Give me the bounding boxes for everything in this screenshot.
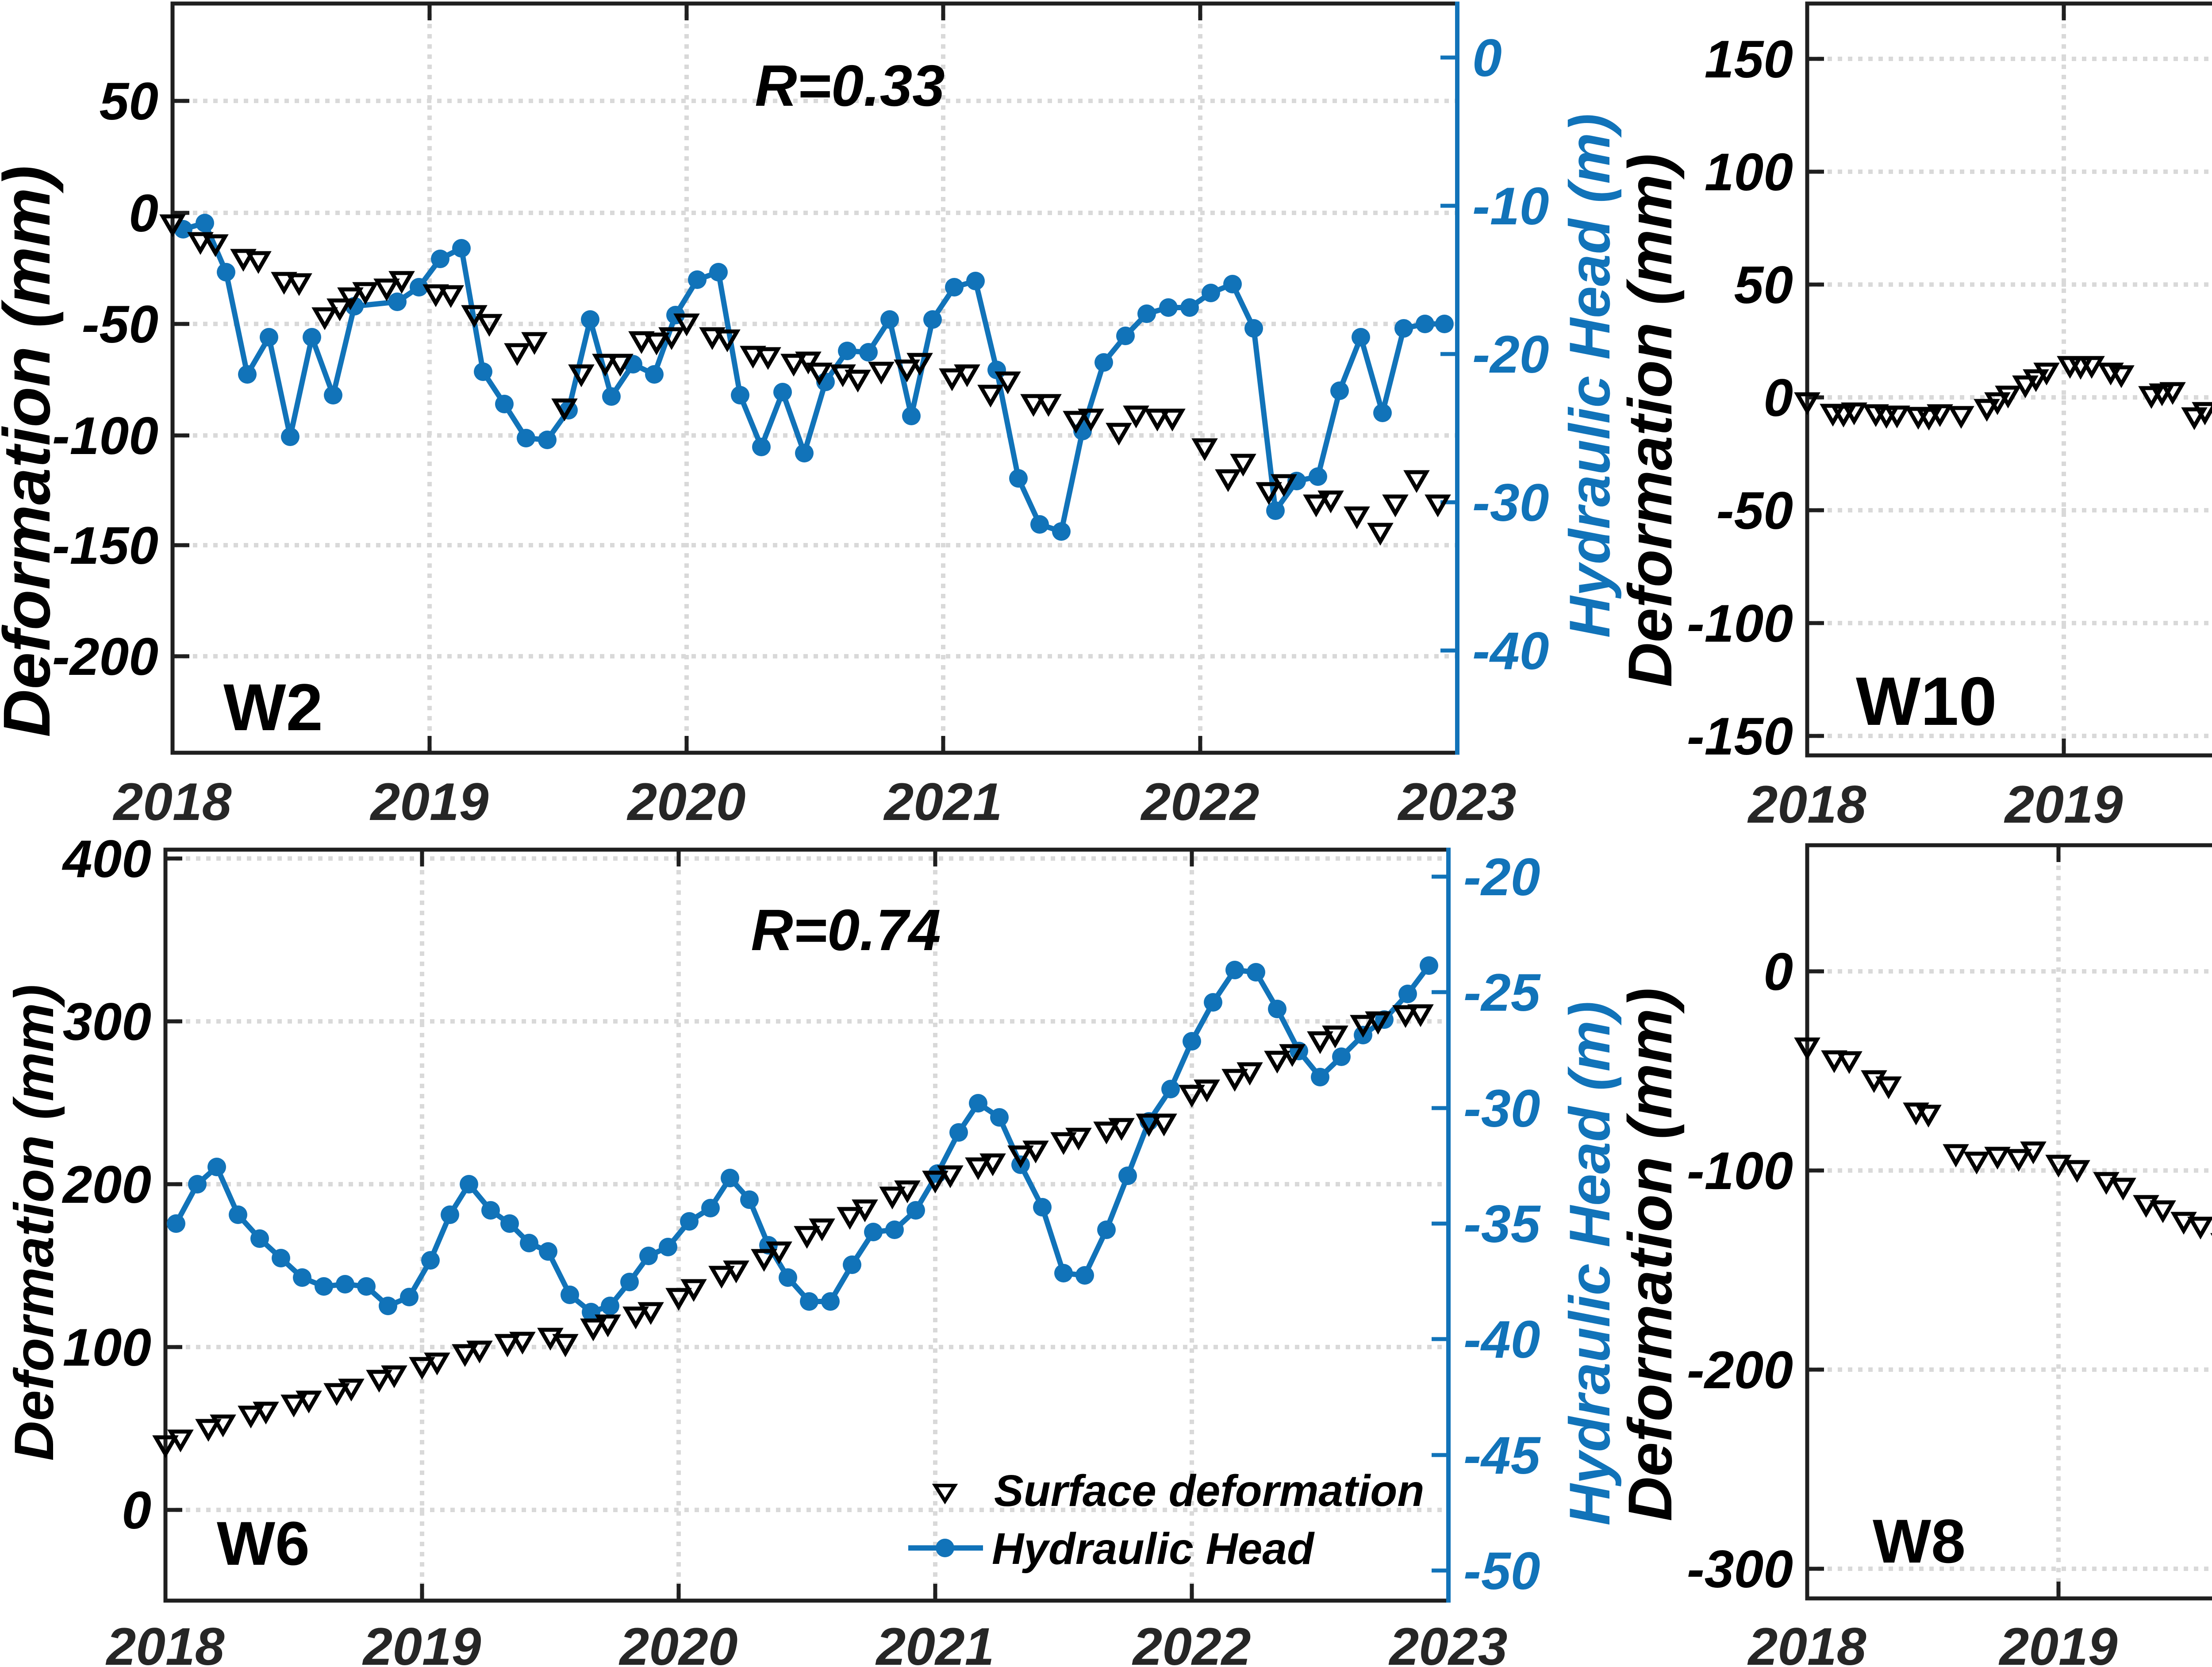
svg-text:R=0.74: R=0.74 — [751, 897, 941, 962]
svg-text:-25: -25 — [1463, 963, 1541, 1022]
svg-text:R=0.33: R=0.33 — [755, 53, 945, 118]
svg-text:-150: -150 — [52, 516, 158, 575]
svg-text:Deformation (mm): Deformation (mm) — [1615, 988, 1685, 1521]
svg-text:2019: 2019 — [362, 1617, 481, 1667]
svg-text:Hydraulic Head (m): Hydraulic Head (m) — [1557, 1001, 1622, 1526]
svg-text:200: 200 — [62, 1155, 151, 1214]
svg-text:2018: 2018 — [106, 1617, 225, 1667]
svg-text:-35: -35 — [1463, 1194, 1541, 1254]
svg-text:-50: -50 — [82, 295, 158, 354]
svg-text:-100: -100 — [52, 406, 158, 466]
svg-text:2022: 2022 — [1141, 772, 1260, 832]
svg-text:400: 400 — [62, 829, 151, 889]
svg-text:-30: -30 — [1463, 1079, 1540, 1138]
svg-text:Hydraulic Head (m): Hydraulic Head (m) — [1557, 114, 1622, 638]
svg-text:150: 150 — [1705, 30, 1793, 89]
svg-text:-50: -50 — [1463, 1541, 1540, 1601]
svg-text:2023: 2023 — [1398, 772, 1517, 832]
svg-text:W8: W8 — [1873, 1506, 1966, 1576]
svg-text:-100: -100 — [1687, 1141, 1793, 1201]
svg-text:Hydraulic Head: Hydraulic Head — [992, 1524, 1315, 1574]
svg-text:2018: 2018 — [113, 772, 232, 832]
svg-text:-50: -50 — [1717, 481, 1793, 540]
svg-text:-30: -30 — [1472, 473, 1549, 532]
svg-text:-20: -20 — [1472, 325, 1549, 384]
svg-text:-200: -200 — [1687, 1340, 1793, 1400]
svg-text:0: 0 — [129, 184, 158, 243]
svg-text:0: 0 — [122, 1481, 151, 1540]
svg-text:W6: W6 — [217, 1509, 310, 1578]
svg-text:-150: -150 — [1687, 707, 1793, 766]
svg-text:2019: 2019 — [2004, 775, 2123, 834]
svg-text:2023: 2023 — [1389, 1617, 1508, 1667]
svg-text:-40: -40 — [1463, 1310, 1540, 1369]
svg-text:-300: -300 — [1687, 1540, 1793, 1599]
svg-text:100: 100 — [63, 1318, 151, 1377]
svg-text:W10: W10 — [1856, 663, 1997, 739]
svg-text:-100: -100 — [1687, 594, 1793, 653]
svg-text:-40: -40 — [1472, 621, 1549, 681]
svg-text:2022: 2022 — [1132, 1617, 1251, 1667]
svg-text:-200: -200 — [52, 627, 158, 686]
svg-text:-20: -20 — [1463, 847, 1540, 907]
svg-text:Deformation (mm): Deformation (mm) — [0, 166, 64, 737]
svg-text:Surface deformation: Surface deformation — [994, 1466, 1424, 1516]
svg-text:2021: 2021 — [876, 1617, 995, 1667]
svg-text:2020: 2020 — [619, 1617, 738, 1667]
svg-text:2019: 2019 — [1999, 1617, 2118, 1667]
svg-text:50: 50 — [1734, 255, 1793, 315]
svg-text:2018: 2018 — [1747, 1617, 1866, 1667]
svg-text:0: 0 — [1763, 368, 1793, 427]
svg-text:0: 0 — [1472, 28, 1502, 88]
svg-text:300: 300 — [63, 992, 151, 1051]
svg-text:-10: -10 — [1472, 177, 1549, 236]
svg-text:2021: 2021 — [883, 772, 1002, 832]
svg-text:50: 50 — [100, 72, 158, 131]
svg-text:2019: 2019 — [370, 772, 489, 832]
svg-text:Deformation (mm): Deformation (mm) — [1615, 154, 1685, 687]
svg-text:2020: 2020 — [627, 772, 746, 832]
svg-text:100: 100 — [1705, 142, 1793, 202]
svg-text:W2: W2 — [223, 670, 323, 744]
svg-text:2018: 2018 — [1747, 775, 1866, 834]
svg-text:Deformation (mm): Deformation (mm) — [4, 985, 65, 1461]
svg-text:-45: -45 — [1463, 1426, 1541, 1485]
svg-text:0: 0 — [1763, 942, 1793, 1001]
